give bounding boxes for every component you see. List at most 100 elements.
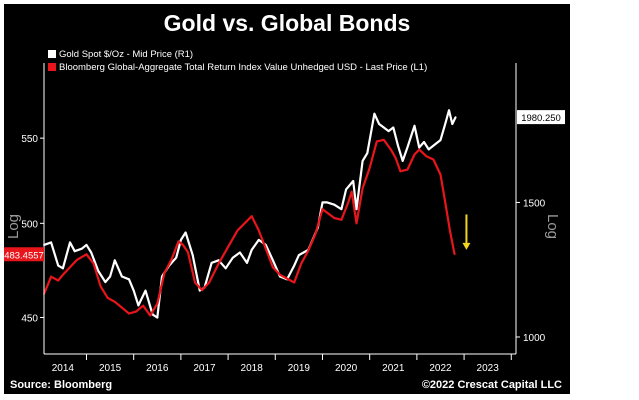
data-point-gold: [90, 251, 93, 254]
data-point-gold: [184, 231, 187, 234]
x-tick-label: 2015: [99, 363, 122, 374]
legend-label-bonds: Bloomberg Global-Aggregate Total Return …: [59, 62, 428, 73]
x-tick-label: 2020: [335, 363, 358, 374]
data-point-bonds: [217, 262, 220, 265]
data-point-gold: [378, 123, 380, 125]
data-point-gold: [57, 264, 60, 267]
data-point-gold: [175, 256, 178, 259]
data-point-gold: [298, 254, 300, 256]
x-tick-label: 2019: [288, 363, 311, 374]
data-point-bonds: [236, 229, 239, 232]
data-point-bonds: [286, 277, 288, 280]
data-point-gold: [427, 148, 430, 151]
data-point-bonds: [163, 272, 166, 274]
data-point-gold: [423, 141, 425, 143]
data-point-gold: [113, 259, 116, 262]
data-point-bonds: [350, 190, 353, 193]
chart-plot: 2014 2015 2016 2017 2018 2019 2020 2021 2022 2023…: [4, 63, 565, 374]
data-point-bonds: [208, 281, 211, 284]
data-point-bonds: [170, 258, 173, 261]
data-point-gold: [454, 116, 457, 118]
data-point-gold: [132, 289, 135, 292]
data-point-gold: [406, 146, 409, 149]
data-point-bonds: [257, 229, 260, 232]
left-axis-label: Log: [5, 214, 22, 239]
data-point-gold: [352, 180, 355, 182]
data-point-gold: [451, 123, 454, 125]
data-point-gold: [198, 289, 201, 292]
chart-title: Gold vs. Global Bonds: [163, 10, 411, 36]
data-point-gold: [144, 289, 147, 292]
data-point-bonds: [50, 275, 52, 278]
data-point-gold: [128, 278, 130, 281]
data-point-bonds: [347, 201, 350, 204]
data-point-bonds: [279, 273, 281, 276]
data-point-bonds: [394, 157, 397, 159]
data-point-bonds: [57, 279, 60, 282]
data-point-gold: [180, 239, 182, 241]
data-point-bonds: [432, 158, 435, 161]
series-line-bonds: [42, 138, 456, 317]
data-point-gold: [382, 126, 385, 129]
legend-swatch-bonds: [48, 63, 56, 71]
data-point-bonds: [194, 281, 196, 284]
left-tick-label: 500: [21, 219, 38, 230]
x-tick-label: 2016: [146, 363, 169, 374]
data-point-gold: [326, 201, 329, 204]
data-point-gold: [373, 112, 376, 115]
data-point-bonds: [406, 168, 409, 171]
chart-panel: Gold vs. Global Bonds Gold Spot $/Oz - M…: [4, 4, 570, 394]
data-point-bonds: [293, 281, 296, 284]
data-point-bonds: [182, 244, 185, 247]
down-arrow-icon: [462, 242, 471, 250]
data-point-gold: [257, 239, 260, 241]
data-point-gold: [397, 144, 399, 147]
data-point-bonds: [390, 148, 392, 151]
data-point-bonds: [135, 310, 137, 313]
last-value-tag-bonds: [4, 247, 44, 262]
data-point-bonds: [187, 251, 189, 254]
data-point-gold: [224, 267, 227, 270]
data-point-bonds: [69, 266, 71, 269]
x-tick-label: 2014: [52, 363, 75, 374]
data-point-gold: [448, 109, 450, 112]
x-tick-label: 2021: [382, 363, 405, 374]
data-point-gold: [321, 201, 324, 204]
data-point-gold: [246, 262, 248, 264]
series-line-gold: [43, 109, 457, 319]
copyright-note: ©2022 Crescat Capital LLC: [421, 379, 562, 391]
data-point-bonds: [307, 249, 310, 252]
left-tick-label: 450: [21, 314, 38, 325]
data-point-gold: [401, 160, 404, 162]
data-point-gold: [104, 281, 107, 283]
data-point-gold: [50, 241, 52, 244]
data-point-gold: [387, 130, 390, 132]
data-point-gold: [340, 208, 343, 211]
data-point-bonds: [272, 266, 274, 269]
x-tick-label: 2023: [477, 363, 500, 374]
data-point-gold: [69, 241, 71, 244]
x-tick-label: 2022: [429, 363, 452, 374]
data-point-bonds: [85, 253, 88, 256]
data-point-bonds: [264, 247, 267, 250]
data-point-bonds: [368, 167, 371, 169]
data-point-bonds: [113, 300, 116, 303]
data-point-bonds: [156, 302, 159, 305]
data-point-gold: [109, 275, 111, 278]
data-point-bonds: [413, 153, 416, 156]
data-point-bonds: [439, 173, 442, 176]
legend-label-gold: Gold Spot $/Oz - Mid Price (R1): [59, 49, 194, 60]
data-point-bonds: [99, 285, 102, 288]
data-point-gold: [210, 262, 213, 264]
data-point-gold: [191, 254, 194, 256]
data-point-gold: [418, 146, 421, 149]
data-point-gold: [272, 259, 274, 262]
data-point-bonds: [201, 289, 204, 291]
legend-entry-bonds: Bloomberg Global-Aggregate Total Return …: [48, 62, 427, 73]
legend-entry-gold: Gold Spot $/Oz - Mid Price (R1): [48, 49, 193, 60]
data-point-bonds: [355, 222, 358, 225]
data-point-bonds: [314, 233, 317, 236]
data-point-gold: [444, 123, 447, 125]
data-point-bonds: [227, 246, 230, 248]
